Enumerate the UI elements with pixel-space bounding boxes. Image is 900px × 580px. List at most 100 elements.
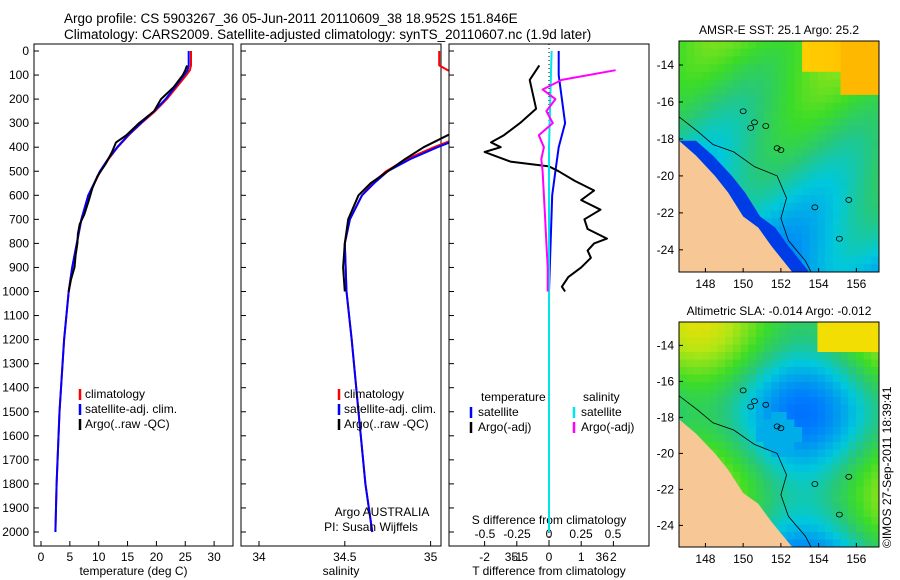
latitude-tick-label: -24 bbox=[657, 243, 675, 257]
map-cell bbox=[802, 479, 811, 488]
map-cell bbox=[809, 179, 818, 188]
map-cell bbox=[771, 487, 780, 495]
map-cell bbox=[840, 487, 849, 495]
map-cell bbox=[802, 494, 811, 503]
map-cell bbox=[809, 248, 818, 258]
reef-outline bbox=[773, 145, 781, 152]
map-cell bbox=[855, 41, 865, 50]
map-cell bbox=[725, 141, 734, 150]
map-cell bbox=[794, 509, 803, 518]
map-cell bbox=[771, 118, 780, 127]
map-cell bbox=[794, 329, 803, 338]
map-cell bbox=[771, 210, 780, 219]
map-cell bbox=[848, 517, 857, 525]
map-cell bbox=[686, 397, 695, 405]
map-cell bbox=[840, 94, 849, 104]
map-cell bbox=[679, 352, 688, 360]
map-cell bbox=[763, 179, 772, 188]
map-cell bbox=[848, 404, 857, 413]
map-cell bbox=[763, 41, 772, 50]
map-cell bbox=[732, 71, 742, 80]
map-cell bbox=[871, 322, 879, 330]
map-cell bbox=[755, 202, 765, 211]
map-cell bbox=[802, 56, 811, 65]
map-cell bbox=[763, 195, 772, 204]
map-cell bbox=[748, 494, 757, 503]
map-cell bbox=[686, 48, 695, 57]
map-cell bbox=[771, 352, 780, 360]
map-cell bbox=[825, 434, 834, 443]
map-cell bbox=[817, 434, 826, 443]
map-cell bbox=[686, 41, 695, 50]
map-cell bbox=[863, 187, 872, 196]
map-cell bbox=[832, 71, 842, 80]
map-cell bbox=[725, 419, 734, 428]
map-cell bbox=[779, 487, 788, 495]
map-cell bbox=[786, 329, 795, 338]
map-cell bbox=[848, 344, 857, 353]
map-cell bbox=[702, 125, 711, 134]
map-cell bbox=[794, 164, 803, 173]
depth-tick-label: 300 bbox=[9, 116, 29, 130]
map-cell bbox=[817, 337, 826, 345]
map-cell bbox=[786, 125, 795, 134]
map-cell bbox=[855, 464, 865, 473]
map-cell bbox=[840, 102, 849, 111]
map-cell bbox=[817, 524, 826, 533]
map-cell bbox=[840, 133, 849, 142]
map-cell bbox=[732, 102, 742, 111]
map-cell bbox=[863, 48, 872, 57]
map-cell bbox=[840, 241, 849, 250]
map-cell bbox=[702, 102, 711, 111]
map-cell bbox=[740, 389, 749, 398]
map-cell bbox=[740, 404, 749, 413]
map-cell bbox=[863, 344, 872, 353]
map-cell bbox=[848, 225, 857, 234]
map-cell bbox=[871, 248, 879, 258]
salinity-axis-label: salinity bbox=[323, 564, 360, 578]
map-cell bbox=[771, 195, 780, 204]
map-cell bbox=[832, 412, 842, 420]
map-cell bbox=[817, 64, 826, 73]
map-cell bbox=[779, 102, 788, 111]
map-cell bbox=[686, 329, 695, 338]
map-cell bbox=[809, 442, 818, 450]
map-cell bbox=[702, 427, 711, 435]
land-mass bbox=[679, 419, 793, 547]
map-cell bbox=[779, 94, 788, 104]
depth-tick-label: 1700 bbox=[2, 453, 29, 467]
map-cell bbox=[786, 532, 795, 540]
map-cell bbox=[832, 225, 842, 234]
map-cell bbox=[786, 87, 795, 96]
map-cell bbox=[871, 156, 879, 165]
map-cell bbox=[732, 171, 742, 181]
map-cell bbox=[763, 419, 772, 428]
map-cell bbox=[809, 118, 818, 127]
map-cell bbox=[748, 487, 757, 495]
map-cell bbox=[786, 472, 795, 480]
map-cell bbox=[786, 442, 795, 450]
map-cell bbox=[694, 397, 703, 405]
depth-tick-label: 600 bbox=[9, 188, 29, 202]
map-cell bbox=[686, 79, 695, 88]
map-cell bbox=[686, 404, 695, 413]
map-cell bbox=[709, 337, 718, 345]
map-cell bbox=[686, 337, 695, 345]
map-cell bbox=[763, 367, 772, 375]
map-cell bbox=[763, 322, 772, 330]
latitude-tick-label: -24 bbox=[657, 518, 675, 532]
map-cell bbox=[686, 56, 695, 65]
map-cell bbox=[779, 449, 788, 458]
map-cell bbox=[748, 479, 757, 488]
map-cell bbox=[871, 48, 879, 57]
map-cell bbox=[786, 56, 795, 65]
map-cell bbox=[748, 156, 757, 165]
map-cell bbox=[848, 48, 857, 57]
map-cell bbox=[717, 87, 726, 96]
map-cell bbox=[863, 164, 872, 173]
map-cell bbox=[771, 344, 780, 353]
map-cell bbox=[763, 110, 772, 119]
map-cell bbox=[871, 382, 879, 390]
map-cell bbox=[863, 202, 872, 211]
